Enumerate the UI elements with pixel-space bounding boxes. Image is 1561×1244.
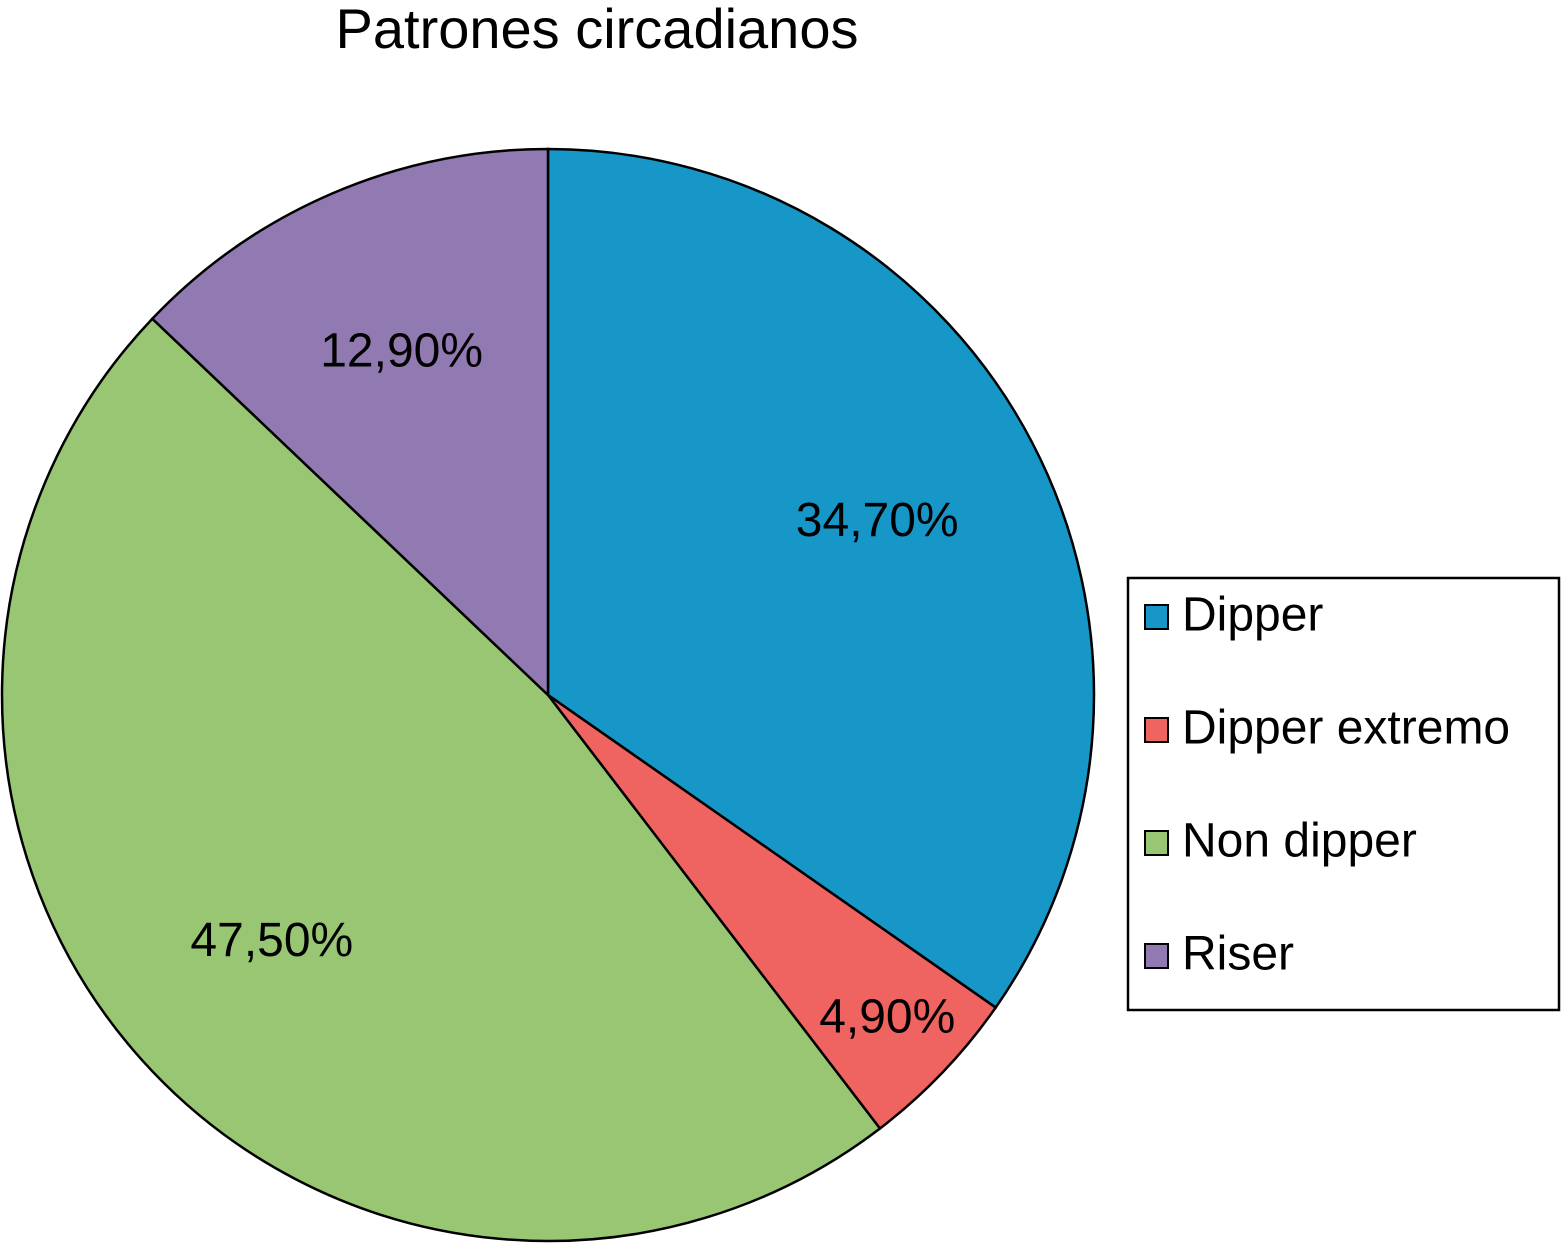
legend-box bbox=[1126, 576, 1561, 1012]
data-label: 34,70% bbox=[796, 494, 959, 547]
legend-swatch bbox=[1144, 604, 1169, 630]
pie-slice bbox=[547, 693, 998, 1131]
data-label: 12,90% bbox=[320, 324, 483, 377]
data-label: 47,50% bbox=[190, 914, 353, 967]
legend-swatch bbox=[1144, 717, 1169, 743]
chart-title: Patrones circadianos bbox=[336, 0, 859, 60]
legend-swatch bbox=[1144, 943, 1169, 969]
legend-label: Dipper extremo bbox=[1182, 702, 1510, 755]
legend-label: Riser bbox=[1182, 928, 1294, 981]
pie-slice bbox=[546, 147, 1096, 1010]
legend-label: Non dipper bbox=[1182, 815, 1417, 868]
legend-swatch bbox=[1144, 830, 1169, 856]
legend-label: Dipper bbox=[1182, 589, 1323, 642]
pie-slice bbox=[0, 316, 882, 1243]
pie-slice bbox=[150, 147, 550, 698]
data-label: 4,90% bbox=[819, 990, 955, 1043]
